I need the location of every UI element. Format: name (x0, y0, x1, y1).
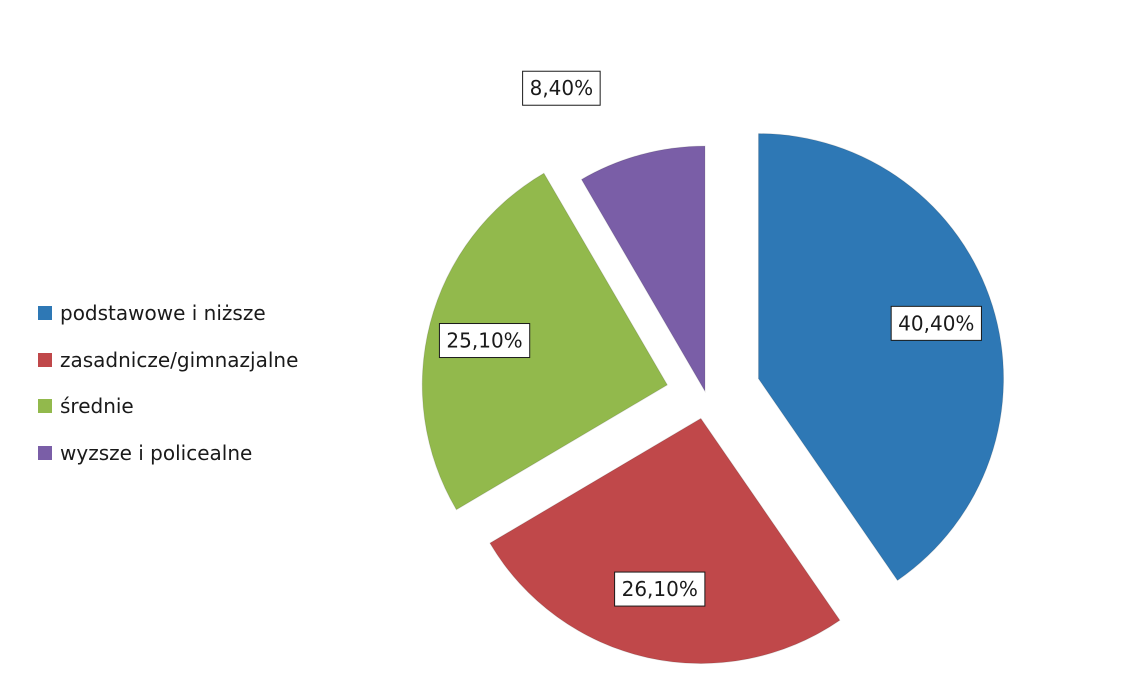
data-label-srednie: 25,10% (438, 323, 531, 359)
data-label-box-podstawowe (890, 305, 982, 341)
legend-item-zasadnicze: zasadnicze/gimnazjalne (38, 337, 298, 384)
data-label-wyzsze: 8,40% (522, 70, 601, 106)
data-label-box-srednie (438, 323, 531, 359)
data-label-zasadnicze: 26,10% (614, 571, 706, 607)
legend-item-srednie: średnie (38, 383, 298, 430)
data-label-box-zasadnicze (614, 571, 706, 607)
data-label-text-podstawowe: 40,40% (898, 311, 974, 335)
pie-slice-wyzsze (580, 145, 706, 393)
data-label-text-zasadnicze: 26,10% (622, 577, 698, 601)
pie-slice-podstawowe (758, 133, 1004, 582)
legend-swatch-zasadnicze (38, 352, 52, 367)
legend-item-podstawowe: podstawowe i niższe (38, 290, 298, 337)
pie-slice-srednie (421, 172, 668, 511)
legend-label-podstawowe: podstawowe i niższe (60, 301, 266, 326)
legend-label-srednie: średnie (60, 394, 134, 419)
legend-swatch-srednie (38, 399, 52, 414)
legend-swatch-wyzsze (38, 445, 52, 460)
data-label-podstawowe: 40,40% (890, 305, 982, 341)
chart-legend: podstawowe i niższe zasadnicze/gimnazjal… (38, 290, 298, 476)
legend-swatch-podstawowe (38, 306, 52, 321)
pie-slices (421, 133, 1004, 664)
data-label-text-wyzsze: 8,40% (530, 76, 594, 100)
legend-label-zasadnicze: zasadnicze/gimnazjalne (60, 347, 299, 372)
pie-slice-zasadnicze (489, 417, 841, 664)
data-label-box-wyzsze (522, 70, 601, 106)
legend-label-wyzsze: wyzsze i policealne (60, 440, 253, 465)
data-label-text-srednie: 25,10% (446, 329, 522, 353)
legend-item-wyzsze: wyzsze i policealne (38, 430, 298, 477)
pie-data-labels: 40,40% 26,10% 25,10% 8,40% (438, 70, 982, 607)
